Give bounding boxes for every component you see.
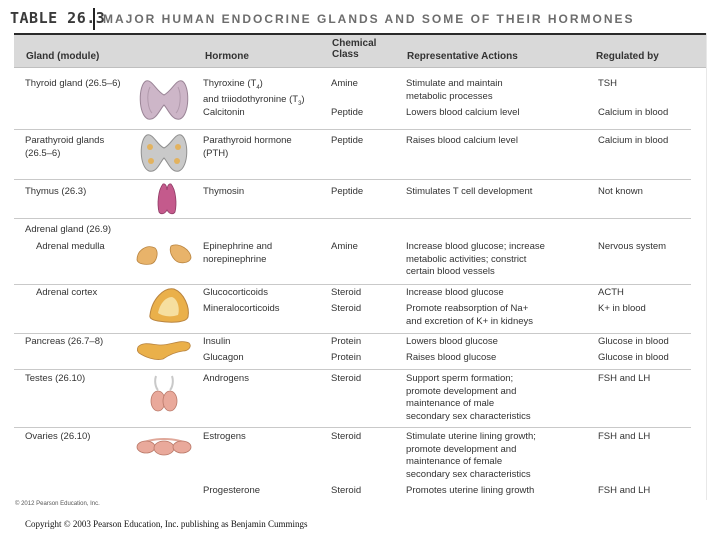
action-cell: Support sperm formation; promote develop… [406, 373, 531, 422]
copyright-notice: Copyright © 2003 Pearson Education, Inc.… [25, 519, 308, 529]
gland-cell: Thymus (26.3) [25, 186, 87, 197]
header-hormone: Hormone [205, 51, 249, 62]
table-number: TABLE 26.3 [10, 9, 106, 27]
gland-cell: Adrenal cortex [36, 287, 98, 298]
title-divider [93, 8, 95, 30]
regulated-cell: Glucose in blood [598, 336, 669, 347]
class-cell: Steroid [331, 431, 362, 442]
class-cell: Steroid [331, 303, 362, 314]
parathyroid-gland-icon [140, 134, 188, 172]
gland-cell: Adrenal medulla [36, 241, 105, 252]
hormone-cell: Thymosin [203, 186, 245, 197]
class-cell: Steroid [331, 373, 362, 384]
action-cell: Stimulate uterine lining growth; promote… [406, 431, 536, 480]
action-cell: Stimulates T cell development [406, 186, 533, 197]
testes-icon [150, 375, 178, 412]
gland-cell: Thyroid gland (26.5–6) [25, 78, 121, 89]
regulated-cell: K+ in blood [598, 303, 646, 314]
table-header: Gland (module) Hormone Chemical Class Re… [14, 35, 706, 68]
regulated-cell: Glucose in blood [598, 352, 669, 363]
gland-cell: Adrenal gland (26.9) [25, 224, 112, 235]
hormone-cell: Epinephrine and norepinephrine [203, 241, 273, 265]
hormone-cell: Glucocorticoids [203, 287, 268, 298]
ovaries-icon [136, 438, 192, 456]
pancreas-icon [136, 341, 191, 360]
table-title: MAJOR HUMAN ENDOCRINE GLANDS AND SOME OF… [103, 12, 635, 26]
table-frame [14, 33, 706, 502]
regulated-cell: FSH and LH [598, 373, 651, 384]
thymus-icon [157, 183, 177, 215]
row-divider [14, 333, 691, 334]
class-cell: Peptide [331, 186, 364, 197]
row-divider [14, 218, 691, 219]
table-right-edge [706, 33, 707, 500]
header-regulated-by: Regulated by [596, 51, 659, 62]
hormone-cell: Glucagon [203, 352, 244, 363]
row-divider [14, 129, 691, 130]
hormone-cell: Thyroxine (T4) and triiodothyronine (T3) [203, 78, 305, 108]
row-divider [14, 284, 691, 285]
class-cell: Peptide [331, 135, 364, 146]
gland-cell: Pancreas (26.7–8) [25, 336, 104, 347]
action-cell: Increase blood glucose [406, 287, 504, 298]
action-cell: Stimulate and maintain metabolic process… [406, 78, 503, 102]
adrenal-cortex-icon [149, 288, 189, 323]
regulated-cell: TSH [598, 78, 617, 89]
regulated-cell: Calcium in blood [598, 135, 669, 146]
header-gland: Gland (module) [26, 51, 100, 62]
hormone-cell: Calcitonin [203, 107, 245, 118]
gland-cell: Parathyroid glands (26.5–6) [25, 135, 105, 159]
adrenal-medulla-icon [136, 244, 192, 265]
class-cell: Peptide [331, 107, 364, 118]
action-cell: Raises blood glucose [406, 352, 497, 363]
hormone-cell: Androgens [203, 373, 249, 384]
gland-cell: Testes (26.10) [25, 373, 86, 384]
hormone-cell: Estrogens [203, 431, 246, 442]
regulated-cell: FSH and LH [598, 485, 651, 496]
regulated-cell: ACTH [598, 287, 624, 298]
gland-cell: Ovaries (26.10) [25, 431, 91, 442]
row-divider [14, 179, 691, 180]
hormone-cell: Insulin [203, 336, 231, 347]
action-cell: Increase blood glucose; increase metabol… [406, 241, 545, 277]
thyroid-gland-icon [139, 80, 189, 120]
action-cell: Lowers blood calcium level [406, 107, 520, 118]
action-cell: Lowers blood glucose [406, 336, 498, 347]
row-divider [14, 427, 691, 428]
regulated-cell: Nervous system [598, 241, 667, 252]
row-divider [14, 369, 691, 370]
hormone-cell: Progesterone [203, 485, 261, 496]
action-cell: Promotes uterine lining growth [406, 485, 535, 496]
class-cell: Steroid [331, 287, 362, 298]
regulated-cell: Not known [598, 186, 643, 197]
hormone-cell: Mineralocorticoids [203, 303, 280, 314]
class-cell: Amine [331, 78, 358, 89]
regulated-cell: Calcium in blood [598, 107, 669, 118]
class-cell: Protein [331, 352, 362, 363]
action-cell: Promote reabsorption of Na+ and excretio… [406, 303, 534, 327]
class-cell: Amine [331, 241, 358, 252]
class-cell: Protein [331, 336, 362, 347]
header-chemical-class: Chemical Class [332, 38, 377, 60]
class-cell: Steroid [331, 485, 362, 496]
action-cell: Raises blood calcium level [406, 135, 518, 146]
regulated-cell: FSH and LH [598, 431, 651, 442]
header-actions: Representative Actions [407, 51, 518, 62]
publisher-credit: © 2012 Pearson Education, Inc. [15, 501, 100, 507]
hormone-cell: Parathyroid hormone (PTH) [203, 135, 292, 159]
